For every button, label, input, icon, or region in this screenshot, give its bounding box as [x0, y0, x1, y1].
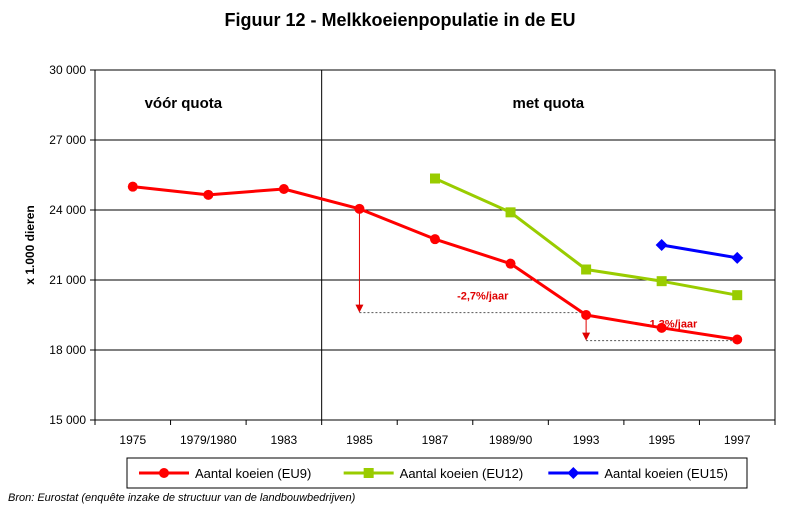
quota-regions: vóór quota met quota	[145, 70, 585, 420]
legend-entry: Aantal koeien (EU9)	[195, 466, 311, 481]
y-tick-label: 30 000	[49, 63, 86, 77]
data-point	[505, 207, 516, 218]
x-tick-label: 1985	[346, 433, 373, 447]
series-aantal-koeien-eu9-	[127, 181, 743, 345]
decline-arrowhead	[582, 332, 591, 341]
x-tick-label: 1979/1980	[180, 433, 237, 447]
x-tick-label: 1975	[119, 433, 146, 447]
y-axis-label: x 1.000 dieren	[23, 205, 37, 284]
data-point	[732, 290, 743, 301]
region-label: vóór quota	[145, 95, 223, 112]
legend-entry: Aantal koeien (EU12)	[400, 466, 524, 481]
region-label: met quota	[512, 95, 584, 112]
data-point	[430, 234, 440, 245]
source-note: Bron: Eurostat (enquête inzake de struct…	[8, 492, 356, 504]
decline-rate-label: -2,7%/jaar	[457, 291, 509, 303]
y-tick-label: 21 000	[49, 273, 86, 287]
axes: 15 000 18 000 21 000 24 000 27 000 30 000 1975…	[23, 63, 776, 447]
data-point	[567, 467, 580, 479]
x-tick-label: 1997	[724, 433, 751, 447]
x-tick-label: 1987	[422, 433, 449, 447]
data-point	[363, 468, 374, 478]
x-tick-label: 1989/90	[489, 433, 533, 447]
data-point	[278, 184, 289, 194]
series-aantal-koeien-eu12-	[430, 173, 743, 301]
decline-arrowhead	[355, 304, 364, 313]
data-point	[656, 276, 667, 287]
data-point	[430, 173, 440, 184]
series-line	[661, 243, 738, 260]
y-tick-label: 27 000	[49, 133, 86, 147]
y-tick-label: 15 000	[49, 413, 86, 427]
x-tick-label: 1983	[271, 433, 298, 447]
y-tick-label: 24 000	[49, 203, 86, 217]
data-point	[203, 189, 214, 200]
data-point	[731, 251, 744, 264]
grid-lines	[95, 69, 775, 421]
legend-entry: Aantal koeien (EU15)	[604, 466, 728, 481]
data-point	[127, 181, 138, 192]
x-tick-label: 1995	[648, 433, 675, 447]
data-series	[127, 173, 744, 345]
series-line	[434, 177, 738, 297]
data-point	[656, 322, 667, 333]
data-point	[655, 239, 668, 251]
legend-box	[126, 457, 748, 489]
data-point	[354, 203, 365, 214]
plot-frame	[94, 69, 776, 421]
series-aantal-koeien-eu15-	[655, 239, 744, 264]
data-point	[159, 468, 169, 478]
legend: Aantal koeien (EU9) Aantal koeien (EU12) A…	[126, 457, 748, 489]
data-point	[505, 258, 516, 269]
data-point	[581, 264, 592, 275]
data-point	[581, 310, 592, 320]
x-tick-label: 1993	[573, 433, 600, 447]
y-tick-label: 18 000	[49, 343, 86, 357]
data-point	[732, 334, 743, 345]
chart-title: Figuur 12 - Melkkoeienpopulatie in de EU	[224, 10, 576, 30]
